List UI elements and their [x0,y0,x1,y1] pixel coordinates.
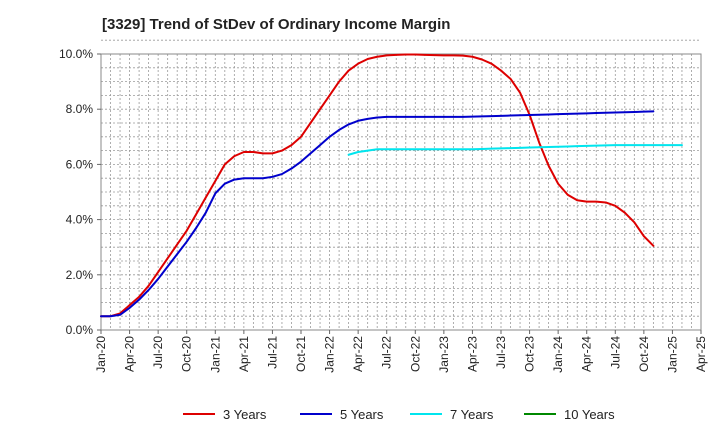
x-tick-label: Oct-20 [180,336,194,372]
x-tick-label: Oct-22 [408,336,422,372]
x-tick-label: Jan-22 [323,336,337,373]
x-axis: Jan-20 Apr-20 Jul-20 Oct-20 Jan-21 Apr-21 Jul-… [94,330,708,373]
x-tick-label: Jan-20 [94,336,108,373]
legend-label: 5 Years [340,407,384,422]
y-axis: 0.0% 2.0% 4.0% 6.0% 8.0% 10.0% [59,47,101,337]
grid-lines [101,39,701,330]
legend-item: 7 Years [410,407,494,422]
series-line-5-years [100,110,655,318]
x-tick-label: Jul-23 [494,336,508,369]
y-tick-label: 8.0% [66,102,94,116]
x-tick-label: Oct-24 [637,336,651,372]
x-tick-label: Jan-24 [551,336,565,373]
y-tick-label: 2.0% [66,268,94,282]
x-tick-label: Apr-24 [580,336,594,372]
legend: 3 Years 5 Years 7 Years 10 Years [183,407,615,422]
y-tick-label: 6.0% [66,157,94,171]
series-line-3-years [100,53,655,318]
x-tick-label: Apr-21 [237,336,251,372]
x-tick-label: Jan-25 [665,336,679,373]
y-tick-label: 4.0% [66,213,94,227]
x-tick-label: Jul-20 [151,336,165,369]
chart-title: [3329] Trend of StDev of Ordinary Income… [102,16,451,33]
legend-item: 10 Years [524,407,615,422]
x-tick-label: Oct-23 [523,336,537,372]
x-tick-label: Jul-21 [265,336,279,369]
legend-item: 5 Years [300,407,384,422]
series-lines [100,53,683,318]
x-tick-label: Jan-21 [208,336,222,373]
legend-label: 10 Years [564,407,615,422]
legend-label: 7 Years [450,407,494,422]
x-tick-label: Apr-23 [465,336,479,372]
legend-item: 3 Years [183,407,267,422]
x-tick-label: Jan-23 [437,336,451,373]
x-tick-label: Apr-20 [123,336,137,372]
series-line-7-years [347,144,683,156]
y-tick-label: 0.0% [66,323,94,337]
x-tick-label: Jul-24 [608,336,622,369]
x-tick-label: Apr-22 [351,336,365,372]
x-tick-label: Oct-21 [294,336,308,372]
x-tick-label: Apr-25 [694,336,708,372]
y-tick-label: 10.0% [59,47,93,61]
legend-label: 3 Years [223,407,267,422]
x-tick-label: Jul-22 [380,336,394,369]
